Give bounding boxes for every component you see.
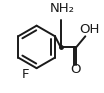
Text: OH: OH [80,23,100,36]
Text: F: F [22,68,30,81]
Text: O: O [70,63,81,76]
Text: NH₂: NH₂ [50,2,75,15]
